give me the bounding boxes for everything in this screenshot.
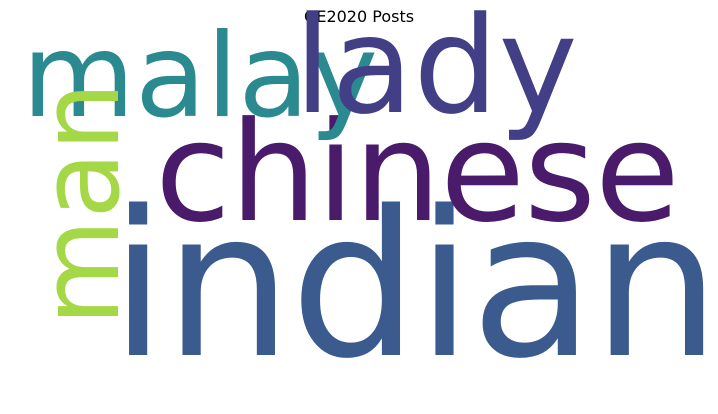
figure-title: GE2020 Posts [303, 7, 415, 26]
word-lady: lady [294, 0, 578, 144]
word-indian: indian [110, 167, 718, 403]
word-chinese: chinese [155, 92, 680, 253]
wordcloud-canvas: indian chinese malay lady man [10, 0, 718, 404]
word-malay: malay [22, 9, 379, 144]
word-man: man [16, 81, 144, 326]
